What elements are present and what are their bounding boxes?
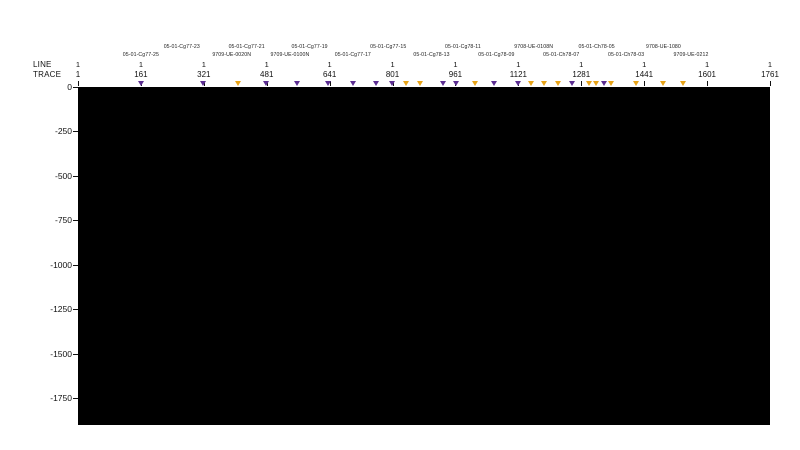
line-value: 1 — [704, 60, 710, 69]
seismic-plot-area[interactable] — [78, 87, 770, 425]
seismic-image — [79, 88, 769, 424]
line-intersection-marker[interactable] — [680, 81, 687, 86]
line-intersection-marker[interactable] — [514, 81, 521, 86]
line-value: 1 — [516, 60, 521, 69]
line-intersection-marker[interactable] — [585, 81, 592, 86]
line-intersection-marker[interactable] — [417, 81, 424, 86]
trace-value: 961 — [448, 70, 463, 79]
survey-line-label: 05-01-Cg77-25 — [122, 52, 160, 58]
line-value: 1 — [327, 60, 332, 69]
line-intersection-marker[interactable] — [349, 81, 356, 86]
line-intersection-marker[interactable] — [569, 81, 576, 86]
survey-line-label: 05-01-Cg77-17 — [334, 52, 371, 58]
survey-line-label: 05-01-Ch78-05 — [578, 44, 615, 50]
line-intersection-marker[interactable] — [389, 81, 396, 86]
trace-row-label: TRACE — [33, 70, 62, 79]
x-axis-tick — [770, 81, 771, 86]
x-axis-tick — [581, 81, 583, 86]
y-axis-tick-label: -1250 — [50, 304, 72, 315]
line-intersection-marker[interactable] — [200, 81, 207, 86]
line-intersection-marker[interactable] — [235, 81, 242, 86]
line-intersection-marker[interactable] — [262, 81, 269, 86]
y-axis-tick-label: 0 — [67, 82, 72, 92]
line-value: 1 — [767, 60, 773, 69]
trace-value: 1 — [75, 70, 81, 79]
trace-value: 481 — [260, 70, 274, 79]
y-axis-tick-label: -500 — [54, 170, 72, 181]
survey-line-label: 9709-UE-0212 — [673, 52, 709, 58]
survey-line-label: 05-01-Cg77-23 — [163, 44, 200, 50]
line-intersection-marker[interactable] — [471, 81, 478, 86]
survey-line-label: 9708-UE-1080 — [645, 44, 681, 50]
x-axis-tick — [707, 81, 709, 86]
line-intersection-marker[interactable] — [294, 81, 300, 86]
survey-line-label: 9709-UE-0100N — [270, 52, 310, 58]
line-value: 1 — [642, 60, 647, 69]
top-axis-header: 05-01-Cg77-25 05-01-Cg77-23 9709-UE-0020N 0… — [0, 0, 800, 88]
line-intersection-marker[interactable] — [403, 81, 410, 86]
trace-value: 801 — [385, 70, 400, 79]
line-intersection-marker[interactable] — [632, 81, 639, 86]
line-intersection-marker[interactable] — [137, 81, 144, 86]
y-axis-tick-label: -750 — [54, 215, 72, 226]
line-value: 1 — [201, 60, 206, 69]
y-axis-tick-label: -1750 — [50, 393, 72, 404]
line-value: 1 — [579, 60, 584, 69]
line-intersection-marker[interactable] — [660, 81, 667, 86]
line-intersection-marker[interactable] — [325, 81, 332, 86]
y-axis-tick — [73, 87, 78, 88]
trace-value: 1281 — [572, 70, 591, 79]
survey-line-label: 9709-UE-0020N — [212, 52, 252, 58]
survey-line-label: 05-01-Ch78-07 — [543, 52, 580, 58]
line-value: 1 — [138, 60, 143, 69]
survey-line-label: 05-01-Cg78-09 — [478, 52, 515, 58]
line-value: 1 — [390, 60, 395, 69]
line-intersection-marker[interactable] — [452, 81, 459, 86]
survey-line-label: 05-01-Cg77-15 — [370, 44, 407, 50]
y-axis-tick-label: -250 — [54, 126, 72, 137]
trace-value: 161 — [134, 70, 148, 79]
line-row-label: LINE — [33, 60, 52, 69]
y-axis-tick — [73, 175, 78, 177]
y-axis-tick — [73, 264, 78, 266]
line-intersection-marker[interactable] — [540, 81, 547, 86]
line-value: 1 — [264, 60, 269, 69]
line-intersection-marker[interactable] — [440, 81, 447, 86]
trace-value: 1121 — [509, 70, 527, 79]
line-value: 1 — [453, 60, 458, 69]
y-axis-tick — [73, 220, 78, 222]
survey-line-label: 05-01-Cg78-11 — [445, 44, 481, 50]
line-intersection-marker[interactable] — [373, 81, 380, 86]
x-axis-tick — [78, 81, 79, 86]
line-intersection-marker[interactable] — [592, 81, 599, 86]
survey-line-label: 05-01-Cg77-21 — [228, 44, 265, 50]
line-intersection-marker[interactable] — [555, 81, 562, 86]
y-axis-tick — [73, 131, 78, 133]
y-axis-tick-label: -1500 — [50, 348, 72, 359]
line-intersection-marker[interactable] — [491, 81, 498, 86]
line-value: 1 — [75, 60, 81, 69]
y-axis-tick — [73, 309, 78, 311]
trace-value: 641 — [322, 70, 337, 79]
y-axis-tick-label: -1000 — [50, 259, 72, 270]
line-intersection-marker[interactable] — [600, 81, 607, 86]
trace-value: 321 — [197, 70, 211, 79]
trace-value: 1441 — [635, 70, 654, 79]
survey-line-label: 05-01-Cg77-19 — [291, 44, 328, 50]
x-axis-tick — [644, 81, 646, 86]
trace-value: 1601 — [698, 70, 716, 79]
survey-line-label: 05-01-Ch78-03 — [607, 52, 645, 58]
survey-line-label: 05-01-Cg78-13 — [413, 52, 450, 58]
survey-line-label: 9708-UE-0108N — [514, 44, 554, 50]
line-intersection-marker[interactable] — [527, 81, 534, 86]
trace-value: 1761 — [761, 70, 779, 79]
y-axis-tick — [73, 398, 78, 400]
y-axis-tick — [73, 353, 78, 355]
line-intersection-marker[interactable] — [607, 81, 614, 86]
